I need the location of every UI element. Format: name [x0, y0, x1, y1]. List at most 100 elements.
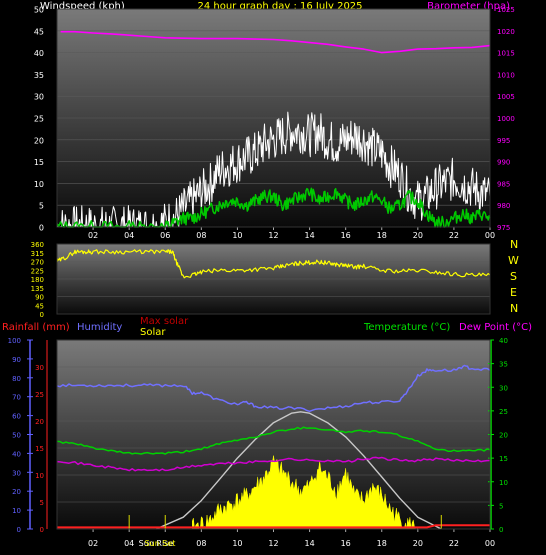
dew-point-line	[56, 456, 491, 472]
wind-y-tick-label: 35	[34, 71, 44, 80]
temperature-x-tick-label: 08	[196, 539, 206, 548]
legend-rainfall: Rainfall (mm)	[2, 322, 70, 333]
temperature-x-tick-label: 18	[377, 539, 387, 548]
wind-average-line	[56, 187, 491, 228]
direction-y-tick-label: 90	[35, 294, 44, 302]
wind-x-tick-label: 12	[268, 231, 278, 240]
wind-x-tick-label: 06	[160, 231, 170, 240]
rain-y-tick-label: 20	[35, 418, 44, 426]
humidity-y-tick-label: 30	[12, 469, 21, 477]
humidity-y-tick-label: 90	[12, 356, 21, 364]
direction-y-minor-tick-label: 315	[31, 250, 44, 258]
barometer-y-tick-label: 1010	[497, 71, 515, 79]
humidity-y-tick-label: 100	[8, 337, 21, 345]
wind-x-tick-label: 22	[449, 231, 459, 240]
wind-y-tick-label: 30	[34, 93, 44, 102]
humidity-y-tick-label: 10	[12, 507, 21, 515]
humidity-y-tick-label: 20	[12, 488, 21, 496]
wind-y-tick-label: 45	[34, 27, 44, 36]
legend-dew-point: Dew Point (°C)	[459, 322, 532, 333]
humidity-y-tick-label: 50	[12, 432, 21, 440]
wind-x-tick-label: 10	[232, 231, 242, 240]
wind-y-tick-label: 20	[34, 136, 44, 145]
temperature-x-tick-label: 12	[268, 539, 278, 548]
wind-y-tick-label: 15	[34, 158, 44, 167]
barometer-y-tick-label: 975	[497, 224, 510, 232]
wind-x-tick-label: 16	[341, 231, 351, 240]
temperature-y-tick-label: 0	[499, 526, 503, 534]
wind-plot-border	[56, 8, 491, 228]
compass-label-e: E	[510, 286, 517, 299]
direction-y-minor-tick-label: 225	[31, 267, 44, 275]
wind-y-tick-label: 25	[34, 115, 44, 124]
legend-max-solar: Max solar	[140, 316, 189, 327]
rain-y-tick-label: 10	[35, 472, 44, 480]
temperature-y-tick-label: 10	[499, 479, 508, 487]
wind-y-tick-label: 50	[34, 6, 44, 15]
wind-x-tick-label: 02	[88, 231, 98, 240]
barometer-y-tick-label: 1020	[497, 28, 515, 36]
max-solar-line	[155, 411, 442, 530]
temperature-x-tick-label: 22	[449, 539, 459, 548]
wind-y-tick-label: 5	[39, 202, 44, 211]
temperature-x-tick-label: 04	[124, 539, 134, 548]
humidity-y-tick-label: 60	[12, 413, 21, 421]
direction-y-tick-label: 270	[31, 259, 44, 267]
rainfall-line	[57, 524, 490, 529]
wind-y-tick-label: 0	[39, 224, 44, 233]
legend-solar: Solar	[140, 327, 166, 338]
solar-area	[192, 455, 419, 530]
temperature-x-tick-label: 14	[304, 539, 314, 548]
temperature-line	[56, 426, 491, 455]
windspeed-axis-title: Windspeed (kph)	[40, 1, 125, 12]
barometer-y-tick-label: 1005	[497, 93, 515, 101]
wind-y-tick-label: 10	[34, 180, 44, 189]
temperature-y-tick-label: 35	[499, 361, 508, 369]
compass-label-n-bottom: N	[510, 302, 518, 315]
temperature-y-tick-label: 30	[499, 384, 508, 392]
barometer-y-tick-label: 1000	[497, 115, 515, 123]
humidity-y-tick-label: 40	[12, 450, 21, 458]
humidity-y-tick-label: 70	[12, 394, 21, 402]
compass-label-s: S	[510, 270, 517, 283]
rain-y-tick-label: 5	[40, 499, 44, 507]
direction-y-minor-tick-label: 45	[35, 302, 44, 310]
wind-y-tick-label: 40	[34, 49, 44, 58]
wind-x-tick-label: 20	[413, 231, 423, 240]
direction-y-tick-label: 360	[31, 241, 44, 249]
barometer-y-tick-label: 1015	[497, 50, 515, 58]
wind-direction-line	[56, 249, 491, 279]
barometer-y-tick-label: 990	[497, 159, 510, 167]
compass-label-w: W	[508, 254, 519, 267]
temperature-x-tick-label: 00	[485, 539, 495, 548]
wind-x-tick-label: 14	[304, 231, 314, 240]
direction-plot-border	[56, 243, 491, 315]
barometer-y-tick-label: 995	[497, 137, 510, 145]
direction-y-tick-label: 0	[40, 311, 44, 319]
temperature-x-tick-label: 20	[413, 539, 423, 548]
temperature-plot-border	[56, 339, 491, 530]
barometer-axis-title: Barometer (hpa)	[427, 1, 510, 12]
rain-y-tick-label: 30	[35, 364, 44, 372]
humidity-y-tick-label: 80	[12, 375, 21, 383]
temperature-x-tick-label: 10	[232, 539, 242, 548]
humidity-y-tick-label: 0	[17, 526, 21, 534]
barometer-line	[60, 30, 491, 54]
legend-humidity: Humidity	[77, 322, 122, 333]
sunset-label: Sun Set	[145, 539, 176, 548]
temperature-y-tick-label: 25	[499, 408, 508, 416]
legend-temperature: Temperature (°C)	[363, 322, 450, 333]
compass-label-n-top: N	[510, 238, 518, 251]
rain-y-tick-label: 25	[35, 391, 44, 399]
temperature-y-tick-label: 5	[499, 502, 503, 510]
wind-x-tick-label: 18	[377, 231, 387, 240]
barometer-y-tick-label: 985	[497, 180, 510, 188]
temperature-y-tick-label: 20	[499, 432, 508, 440]
barometer-y-tick-label: 1025	[497, 6, 515, 14]
wind-x-tick-label: 00	[485, 231, 495, 240]
temperature-x-tick-label: 16	[341, 539, 351, 548]
wind-x-tick-label: 04	[124, 231, 134, 240]
humidity-line	[56, 364, 491, 413]
direction-y-tick-label: 180	[31, 276, 44, 284]
